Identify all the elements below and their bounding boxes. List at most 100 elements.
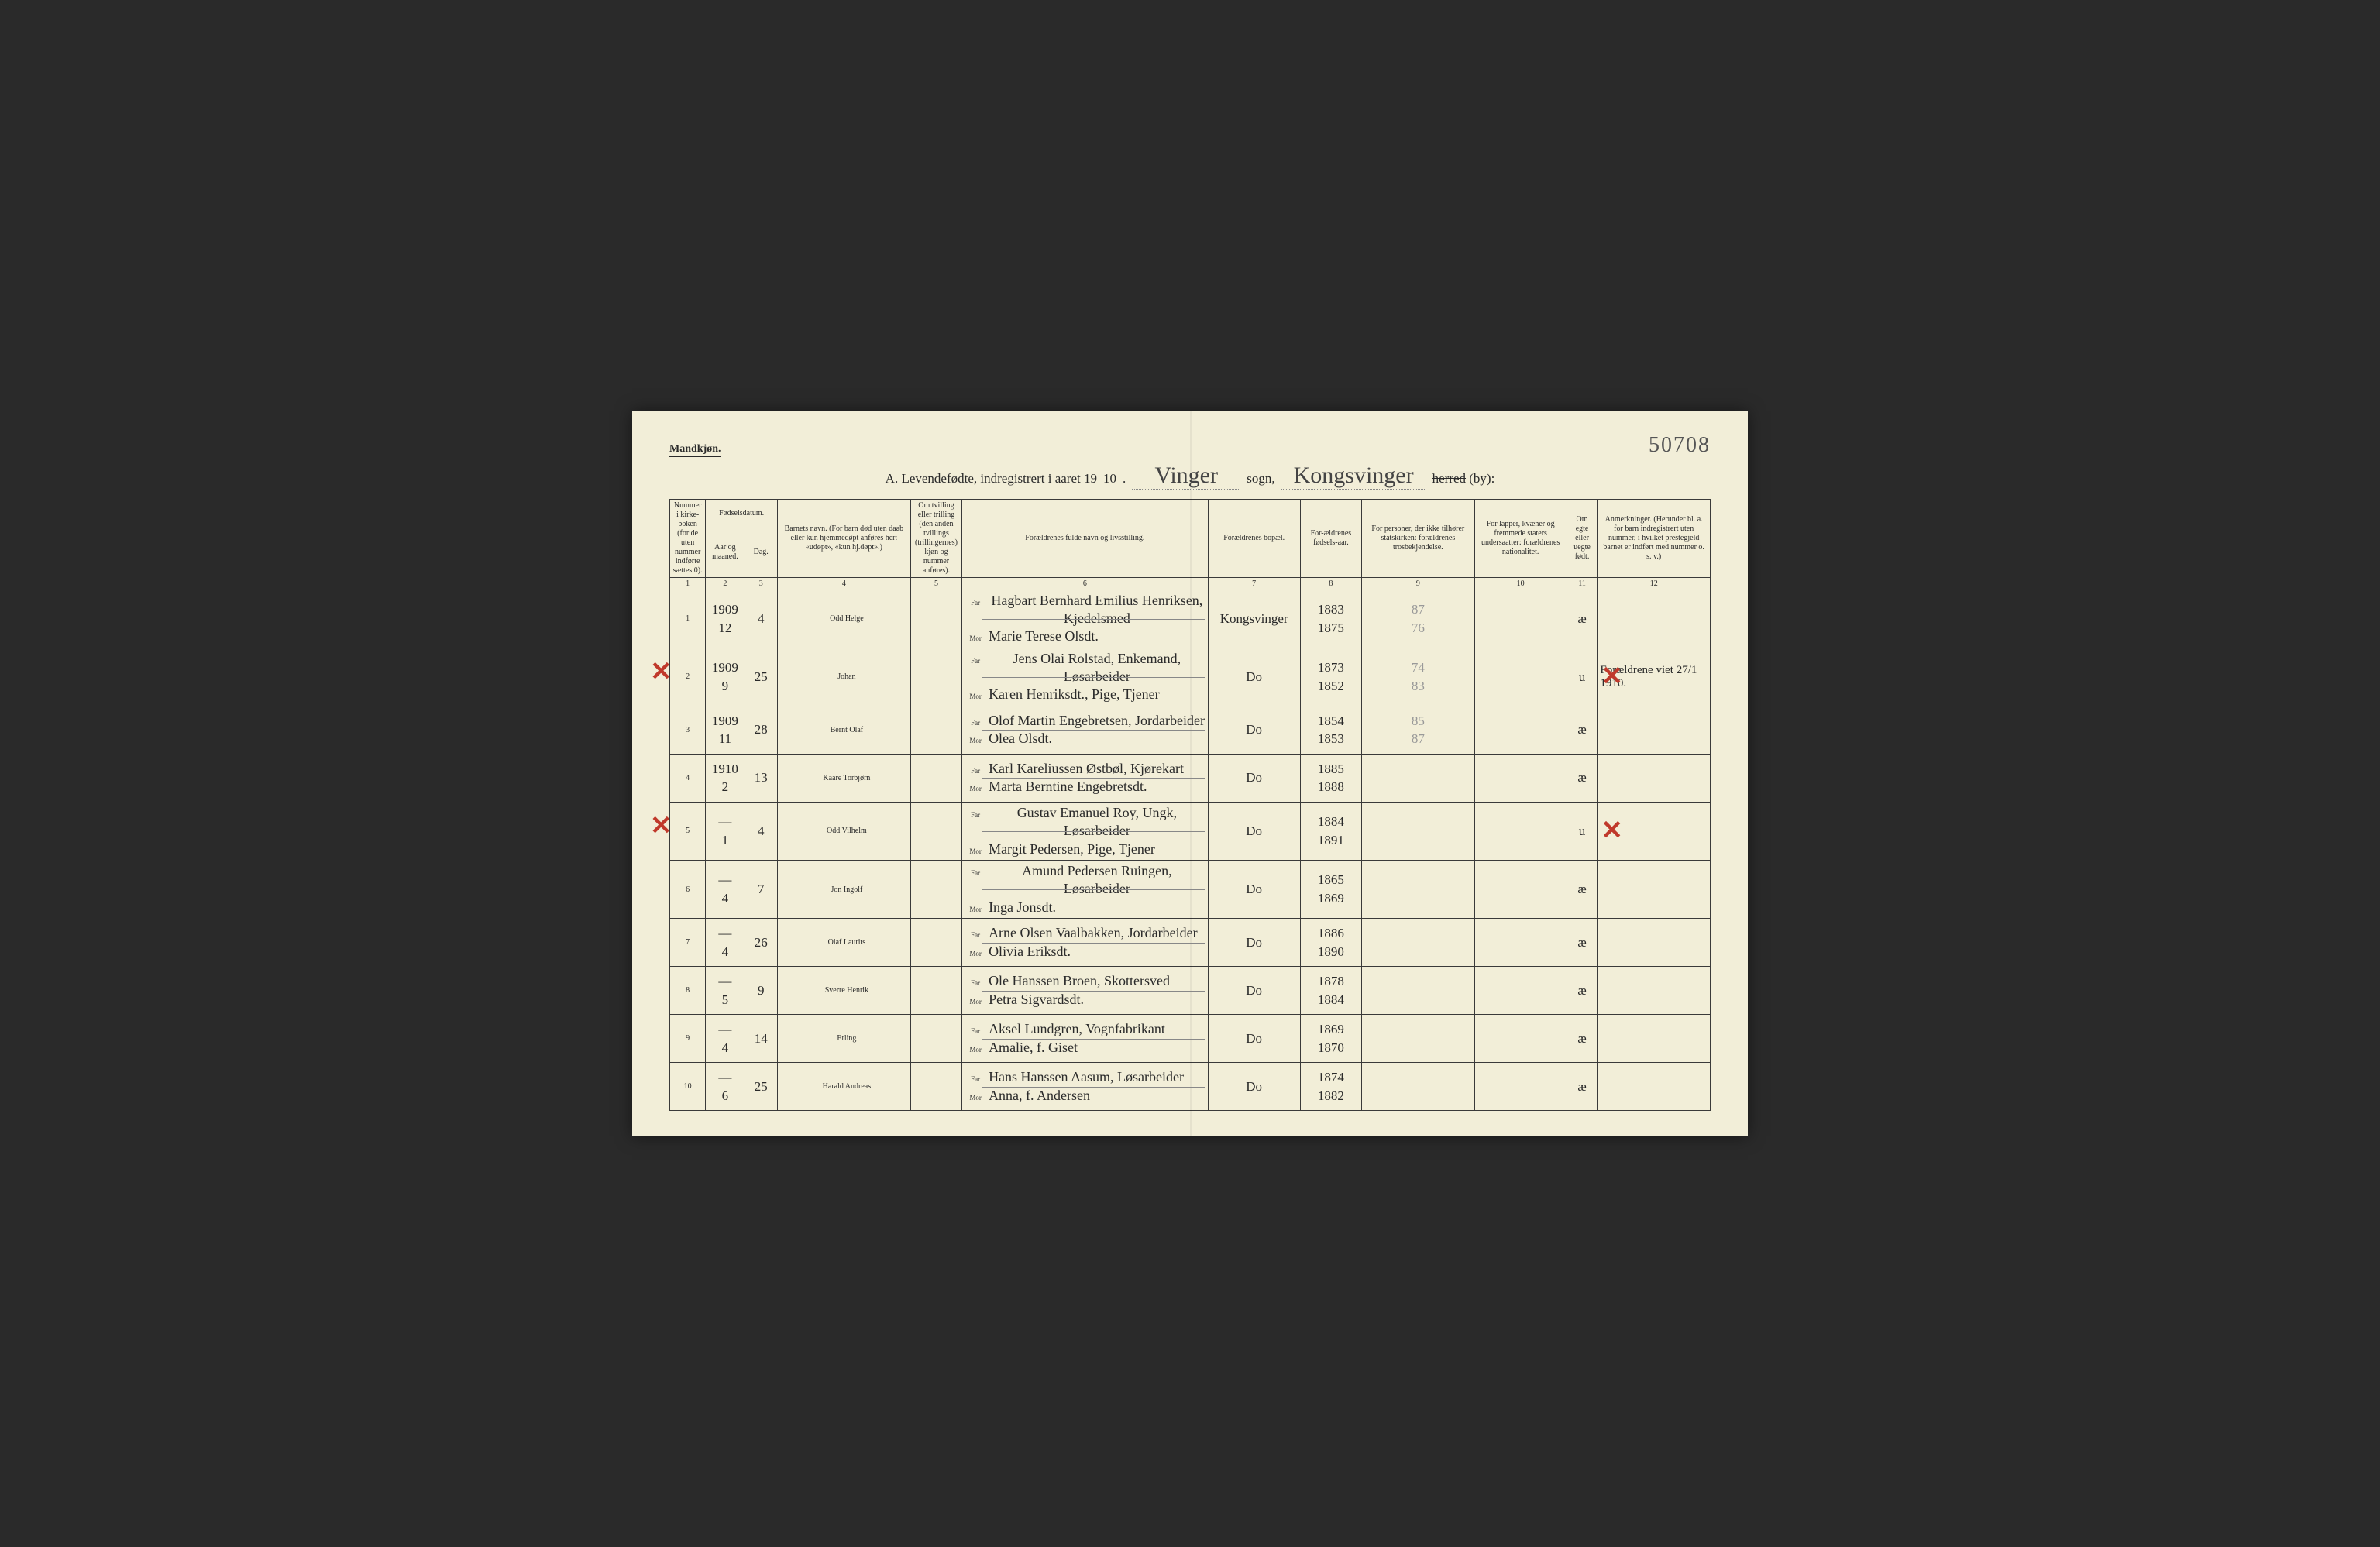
table-row: 9—414ErlingFarAksel Lundgren, Vognfabrik… bbox=[670, 1015, 1711, 1063]
mother-name: Karen Henriksdt., Pige, Tjener bbox=[989, 686, 1160, 703]
residence: Do bbox=[1208, 919, 1300, 967]
entry-number: 8 bbox=[670, 967, 706, 1015]
day: 13 bbox=[745, 754, 777, 802]
twin-cell bbox=[910, 861, 961, 919]
mother-name: Amalie, f. Giset bbox=[989, 1039, 1078, 1057]
parents-cell: FarGustav Emanuel Roy, Ungk, Løsarbeider… bbox=[962, 802, 1209, 860]
day: 7 bbox=[745, 861, 777, 919]
remarks bbox=[1598, 919, 1711, 967]
legitimacy: æ bbox=[1567, 1063, 1598, 1111]
mor-label: Mor bbox=[967, 737, 984, 746]
col-header-11: Om egte eller uegte født. bbox=[1567, 499, 1598, 577]
col-header-10: For lapper, kvæner og fremmede staters u… bbox=[1474, 499, 1567, 577]
year-month: 19099 bbox=[706, 648, 745, 706]
residence: Kongsvinger bbox=[1208, 590, 1300, 648]
title-year: 10 bbox=[1103, 471, 1116, 486]
day: 14 bbox=[745, 1015, 777, 1063]
legitimacy: æ bbox=[1567, 919, 1598, 967]
day: 4 bbox=[745, 802, 777, 860]
mother-name: Marta Berntine Engebretsdt. bbox=[989, 778, 1147, 796]
col-header-3: Dag. bbox=[745, 528, 777, 577]
remarks bbox=[1598, 1015, 1711, 1063]
year-month: —4 bbox=[706, 1015, 745, 1063]
parents-cell: FarAmund Pedersen Ruingen, LøsarbeiderMo… bbox=[962, 861, 1209, 919]
religion-cell bbox=[1362, 802, 1475, 860]
table-row: 6—47Jon IngolfFarAmund Pedersen Ruingen,… bbox=[670, 861, 1711, 919]
child-name: Sverre Henrik bbox=[777, 967, 910, 1015]
table-body: 11909124Odd HelgeFarHagbart Bernhard Emi… bbox=[670, 590, 1711, 1111]
legitimacy: æ bbox=[1567, 754, 1598, 802]
remarks bbox=[1598, 967, 1711, 1015]
father-name: Olof Martin Engebretsen, Jordarbeider bbox=[989, 712, 1205, 730]
page-number: 50708 bbox=[1649, 433, 1711, 458]
legitimacy: æ bbox=[1567, 861, 1598, 919]
day: 26 bbox=[745, 919, 777, 967]
remarks bbox=[1598, 754, 1711, 802]
table-row: 7—426Olaf LauritsFarArne Olsen Vaalbakke… bbox=[670, 919, 1711, 967]
mother-name: Olivia Eriksdt. bbox=[989, 943, 1071, 961]
mother-name: Anna, f. Andersen bbox=[989, 1087, 1090, 1105]
remarks bbox=[1598, 706, 1711, 754]
parents-cell: FarHagbart Bernhard Emilius Henriksen, K… bbox=[962, 590, 1209, 648]
mother-name: Petra Sigvardsdt. bbox=[989, 991, 1084, 1009]
remarks: ✕ bbox=[1598, 802, 1711, 860]
col-header-8: For-ældrenes fødsels-aar. bbox=[1300, 499, 1361, 577]
mother-name: Margit Pedersen, Pige, Tjener bbox=[989, 841, 1155, 858]
far-label: Far bbox=[967, 1027, 984, 1036]
twin-cell bbox=[910, 967, 961, 1015]
nationality-cell bbox=[1474, 861, 1567, 919]
table-row: 41910213Kaare TorbjørnFarKarl Kareliusse… bbox=[670, 754, 1711, 802]
top-row: Mandkjøn. 50708 bbox=[669, 433, 1711, 458]
legitimacy: æ bbox=[1567, 1015, 1598, 1063]
twin-cell bbox=[910, 754, 961, 802]
mother-name: Inga Jonsdt. bbox=[989, 899, 1056, 916]
child-name: Erling bbox=[777, 1015, 910, 1063]
title-row: A. Levendefødte, indregistrert i aaret 1… bbox=[669, 462, 1711, 490]
table-row: 10—625Harald AndreasFarHans Hanssen Aasu… bbox=[670, 1063, 1711, 1111]
parents-cell: FarArne Olsen Vaalbakken, JordarbeiderMo… bbox=[962, 919, 1209, 967]
table-row: 319091128Bernt OlafFarOlof Martin Engebr… bbox=[670, 706, 1711, 754]
col-header-2a: Fødselsdatum. bbox=[706, 499, 778, 528]
red-mark-icon: ✕ bbox=[650, 810, 672, 841]
col-header-5: Om tvilling eller trilling (den anden tv… bbox=[910, 499, 961, 577]
far-label: Far bbox=[967, 657, 984, 666]
entry-number: 1 bbox=[670, 590, 706, 648]
col-header-12: Anmerkninger. (Herunder bl. a. for barn … bbox=[1598, 499, 1711, 577]
child-name: Johan bbox=[777, 648, 910, 706]
residence: Do bbox=[1208, 967, 1300, 1015]
col-header-6: Forældrenes fulde navn og livsstilling. bbox=[962, 499, 1209, 577]
far-label: Far bbox=[967, 931, 984, 940]
entry-number: 5✕ bbox=[670, 802, 706, 860]
child-name: Harald Andreas bbox=[777, 1063, 910, 1111]
nationality-cell bbox=[1474, 754, 1567, 802]
religion-cell bbox=[1362, 919, 1475, 967]
col-header-4: Barnets navn. (For barn død uten daab el… bbox=[777, 499, 910, 577]
father-name: Ole Hanssen Broen, Skottersved bbox=[989, 972, 1170, 990]
legitimacy: u bbox=[1567, 802, 1598, 860]
residence: Do bbox=[1208, 861, 1300, 919]
nationality-cell bbox=[1474, 1015, 1567, 1063]
year-month: —4 bbox=[706, 861, 745, 919]
father-name: Aksel Lundgren, Vognfabrikant bbox=[989, 1020, 1165, 1038]
entry-number: 7 bbox=[670, 919, 706, 967]
day: 25 bbox=[745, 1063, 777, 1111]
far-label: Far bbox=[967, 811, 984, 820]
parent-birth-years: 18831875 bbox=[1300, 590, 1361, 648]
far-label: Far bbox=[967, 719, 984, 728]
parent-birth-years: 18541853 bbox=[1300, 706, 1361, 754]
ledger-page: Mandkjøn. 50708 A. Levendefødte, indregi… bbox=[632, 411, 1748, 1136]
entry-number: 6 bbox=[670, 861, 706, 919]
table-head: Nummer i kirke-boken (for de uten nummer… bbox=[670, 499, 1711, 590]
col-header-2: Aar og maaned. bbox=[706, 528, 745, 577]
col-header-7: Forældrenes bopæl. bbox=[1208, 499, 1300, 577]
far-label: Far bbox=[967, 767, 984, 776]
nationality-cell bbox=[1474, 802, 1567, 860]
legitimacy: u bbox=[1567, 648, 1598, 706]
parents-cell: FarJens Olai Rolstad, Enkemand, Løsarbei… bbox=[962, 648, 1209, 706]
entry-number: 3 bbox=[670, 706, 706, 754]
mor-label: Mor bbox=[967, 906, 984, 915]
child-name: Bernt Olaf bbox=[777, 706, 910, 754]
red-mark-icon: ✕ bbox=[650, 656, 672, 687]
year-month: 19102 bbox=[706, 754, 745, 802]
remarks: Forældrene viet 27/1 1910.✕ bbox=[1598, 648, 1711, 706]
